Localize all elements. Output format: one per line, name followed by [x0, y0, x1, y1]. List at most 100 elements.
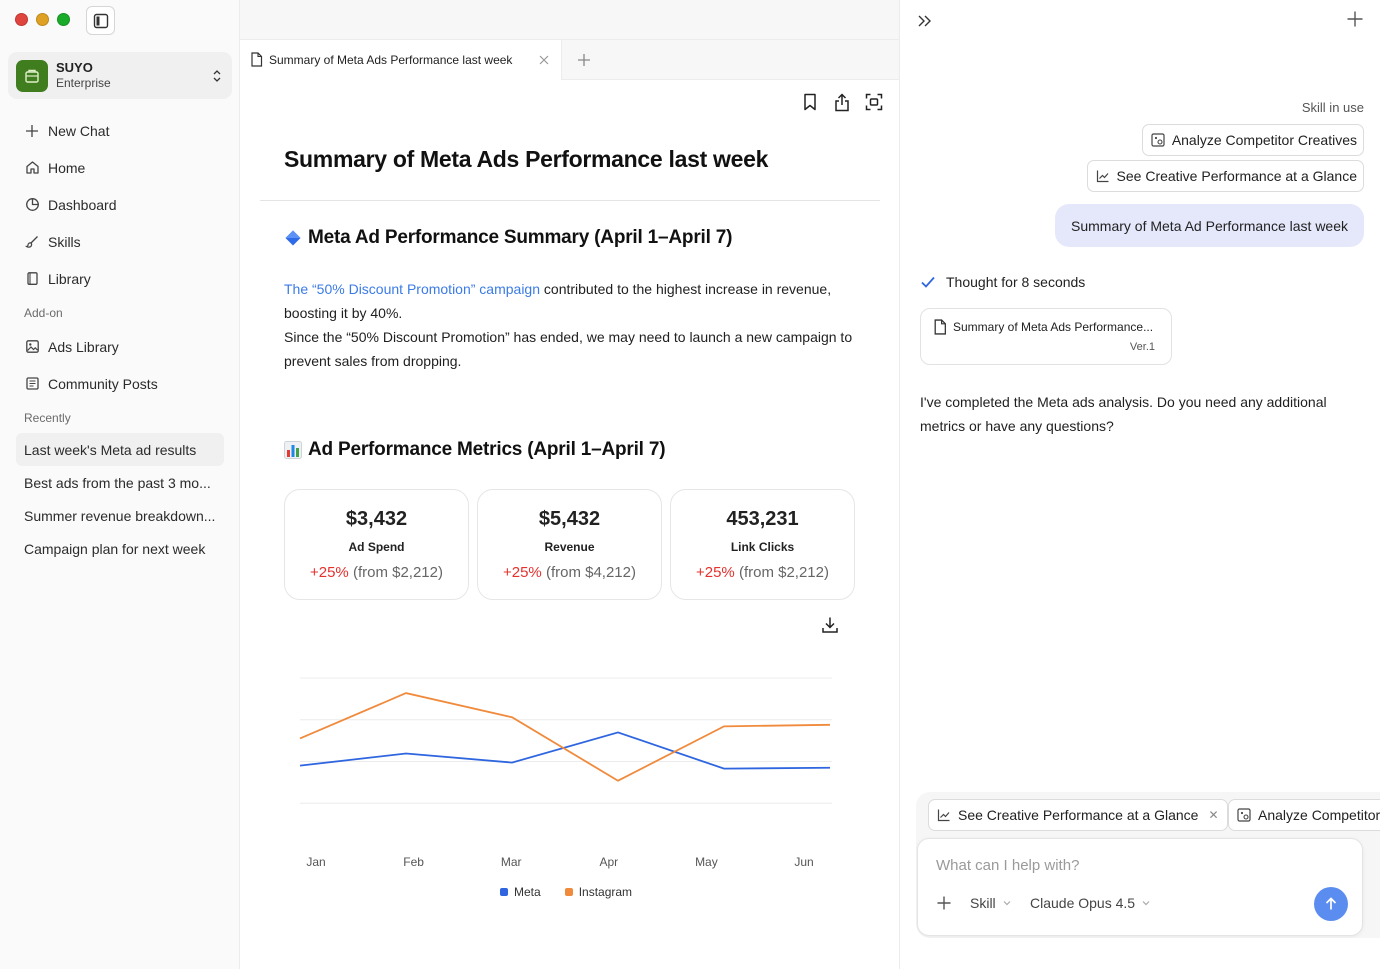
download-chart-button[interactable]	[820, 615, 840, 635]
close-window-button[interactable]	[15, 13, 28, 26]
attach-button[interactable]	[936, 895, 954, 913]
metric-value: $3,432	[345, 508, 408, 530]
title-divider	[260, 200, 880, 201]
sidebar-item-dashboard[interactable]: Dashboard	[16, 186, 226, 223]
sidebar-item-home[interactable]: Home	[16, 149, 226, 186]
legend-item-instagram[interactable]: Instagram	[564, 885, 632, 899]
data-point-instagram[interactable]	[510, 715, 514, 719]
metric-change: +25%	[502, 564, 542, 581]
plus-icon	[26, 124, 38, 137]
metric-cards: $3,432 Ad Spend +25% (from $2,212) $5,43…	[284, 489, 855, 600]
check-icon	[921, 276, 935, 288]
newspaper-icon	[25, 377, 39, 390]
sidebar-item-label: Library	[48, 270, 91, 287]
x-tick-label: Jan	[306, 855, 325, 869]
artifact-card[interactable]: Summary of Meta Ads Performance... Ver.1	[920, 308, 1172, 365]
recent-chat-item[interactable]: Summer revenue breakdown...	[24, 507, 216, 524]
thought-status[interactable]: Thought for 8 seconds	[920, 274, 1085, 290]
legend-item-meta[interactable]: Meta	[500, 885, 541, 899]
collapse-panel-button[interactable]	[916, 12, 934, 30]
x-tick-label: Mar	[501, 855, 522, 869]
sidebar-item-library[interactable]: Library	[16, 260, 226, 297]
message-composer: Skill Claude Opus 4.5	[917, 838, 1363, 936]
skill-chip-creative-performance[interactable]: See Creative Performance at a Glance	[1086, 160, 1364, 192]
skill-in-use-label: Skill in use	[1301, 100, 1364, 115]
document-title: Summary of Meta Ads Performance last wee…	[284, 146, 769, 172]
metric-value: $5,432	[538, 508, 601, 530]
new-chat-button[interactable]	[1346, 10, 1364, 28]
skill-select-label: Skill	[970, 895, 996, 911]
pie-chart-icon	[25, 198, 39, 211]
chat-panel: Skill in use Analyze Competitor Creative…	[900, 0, 1380, 969]
model-select[interactable]: Claude Opus 4.5	[1030, 895, 1151, 911]
sidebar-item-new-chat[interactable]: New Chat	[16, 112, 226, 149]
section-heading-text: Meta Ad Performance Summary (April 1–Apr…	[308, 227, 733, 248]
sidebar-item-label: Skills	[48, 233, 81, 250]
sidebar-item-label: Dashboard	[48, 196, 117, 213]
user-message: Summary of Meta Ad Performance last week	[1055, 204, 1364, 247]
sidebar-item-community-posts[interactable]: Community Posts	[16, 365, 226, 402]
data-point-instagram[interactable]	[298, 736, 302, 740]
recent-chat-item[interactable]: Best ads from the past 3 mo...	[24, 474, 211, 491]
tab-document[interactable]: Summary of Meta Ads Performance last wee…	[240, 39, 562, 80]
model-select-label: Claude Opus 4.5	[1030, 895, 1136, 911]
metric-card-revenue: $5,432 Revenue +25% (from $4,212)	[477, 489, 662, 600]
minimize-window-button[interactable]	[36, 13, 49, 26]
summary-text: contributed to the highest increase in r…	[284, 281, 832, 321]
attached-skill-analyze-competitor[interactable]: Analyze Competitor Creatives	[1228, 799, 1380, 831]
close-icon	[539, 55, 549, 64]
sidebar-item-skills[interactable]: Skills	[16, 223, 226, 260]
x-tick-label: Apr	[599, 855, 618, 869]
message-input[interactable]	[936, 857, 1296, 874]
remove-skill-button[interactable]: ✕	[1208, 808, 1219, 822]
campaign-link[interactable]: The “50% Discount Promotion” campaign	[284, 281, 541, 297]
data-point-instagram[interactable]	[404, 691, 408, 695]
sidebar-item-ads-library[interactable]: Ads Library	[16, 328, 226, 365]
file-icon	[934, 319, 946, 335]
window-controls	[15, 13, 70, 26]
sidebar-toggle-button[interactable]	[86, 6, 115, 35]
new-tab-button[interactable]	[562, 40, 606, 80]
recent-chat-item[interactable]: Campaign plan for next week	[24, 540, 206, 557]
composer-area: See Creative Performance at a Glance ✕ A…	[916, 792, 1380, 938]
metric-label: Link Clicks	[730, 540, 795, 554]
sidebar-nav: New Chat Home Dashboard Skills Library A…	[16, 112, 226, 565]
attached-skill-creative-performance[interactable]: See Creative Performance at a Glance ✕	[928, 799, 1228, 831]
series-line-instagram[interactable]	[299, 692, 831, 782]
data-point-meta[interactable]	[828, 766, 832, 770]
summary-paragraph: The “50% Discount Promotion” campaign co…	[284, 277, 864, 373]
section-heading-summary: Meta Ad Performance Summary (April 1–Apr…	[284, 227, 732, 249]
metric-change: +25%	[309, 564, 349, 581]
tab-close-button[interactable]	[537, 53, 551, 67]
data-point-instagram[interactable]	[722, 724, 726, 728]
skill-select[interactable]: Skill	[970, 895, 1012, 911]
data-point-instagram[interactable]	[828, 723, 832, 727]
focus-icon	[865, 93, 883, 111]
document-panel: Summary of Meta Ads Performance last wee…	[240, 0, 900, 969]
workspace-switcher[interactable]: SUYO Enterprise	[8, 52, 232, 99]
assistant-reply: I've completed the Meta ads analysis. Do…	[920, 394, 1327, 434]
recommendation-text: Since the “50% Discount Promotion” has e…	[284, 329, 853, 369]
data-point-meta[interactable]	[722, 767, 726, 771]
maximize-window-button[interactable]	[57, 13, 70, 26]
skill-chip-analyze-competitor[interactable]: Analyze Competitor Creatives	[1141, 124, 1364, 156]
data-point-meta[interactable]	[510, 761, 514, 765]
data-point-instagram[interactable]	[616, 779, 620, 783]
share-button[interactable]	[833, 92, 851, 112]
data-point-meta[interactable]	[616, 730, 620, 734]
data-point-meta[interactable]	[404, 752, 408, 756]
briefcase-icon	[25, 69, 39, 83]
series-line-meta[interactable]	[299, 731, 831, 770]
bar-chart-icon	[284, 441, 302, 459]
bookmark-button[interactable]	[801, 92, 819, 112]
send-button[interactable]	[1314, 887, 1348, 921]
arrow-up-icon	[1325, 897, 1337, 910]
fullscreen-button[interactable]	[865, 92, 883, 112]
section-heading-text: Ad Performance Metrics (April 1–April 7)	[308, 439, 666, 460]
section-heading-metrics: Ad Performance Metrics (April 1–April 7)	[284, 439, 666, 461]
data-point-meta[interactable]	[298, 764, 302, 768]
sidebar-item-label: Ads Library	[48, 338, 119, 355]
legend-label: Meta	[514, 885, 541, 899]
recent-chat-item[interactable]: Last week's Meta ad results	[16, 433, 224, 466]
